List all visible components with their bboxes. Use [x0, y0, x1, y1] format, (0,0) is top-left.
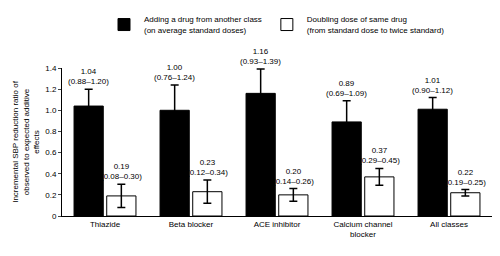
svg-text:0.6: 0.6	[45, 148, 57, 157]
svg-text:1.16(0.93–1.39): 1.16(0.93–1.39)	[240, 47, 281, 66]
svg-text:1.00(0.76–1.24): 1.00(0.76–1.24)	[154, 63, 195, 82]
svg-text:Doubling dose of same drug(fro: Doubling dose of same drug(from standard…	[307, 15, 444, 34]
svg-text:0.22(0.19–0.25): 0.22(0.19–0.25)	[445, 168, 486, 187]
svg-text:1.0: 1.0	[45, 106, 57, 115]
svg-text:1.4: 1.4	[45, 64, 57, 73]
svg-text:0.89(0.69–1.09): 0.89(0.69–1.09)	[326, 79, 367, 98]
svg-text:Incremental SBP reduction rati: Incremental SBP reduction ratio ofobserv…	[11, 80, 41, 202]
svg-text:Calcium channelblocker: Calcium channelblocker	[333, 220, 392, 239]
svg-text:0.37(0.29–0.45): 0.37(0.29–0.45)	[359, 146, 400, 165]
svg-text:Thiazide: Thiazide	[90, 220, 121, 229]
svg-text:All classes: All classes	[430, 220, 468, 229]
svg-text:Beta blocker: Beta blocker	[169, 220, 214, 229]
svg-text:0.4: 0.4	[45, 170, 57, 179]
svg-text:0.23(0.12–0.34): 0.23(0.12–0.34)	[187, 158, 228, 177]
svg-text:0.8: 0.8	[45, 127, 57, 136]
svg-text:0.20(0.14–0.26): 0.20(0.14–0.26)	[273, 167, 314, 186]
svg-text:1.2: 1.2	[45, 85, 57, 94]
svg-text:0: 0	[52, 212, 57, 221]
svg-text:1.01(0.90–1.12): 1.01(0.90–1.12)	[412, 76, 453, 95]
svg-text:1.04(0.88–1.20): 1.04(0.88–1.20)	[68, 67, 109, 86]
svg-text:ACE inhibitor: ACE inhibitor	[254, 220, 301, 229]
svg-text:0.2: 0.2	[45, 191, 57, 200]
svg-text:Adding a drug from another cla: Adding a drug from another class(on aver…	[144, 15, 262, 34]
svg-text:0.19(0.08–0.30): 0.19(0.08–0.30)	[101, 162, 142, 181]
